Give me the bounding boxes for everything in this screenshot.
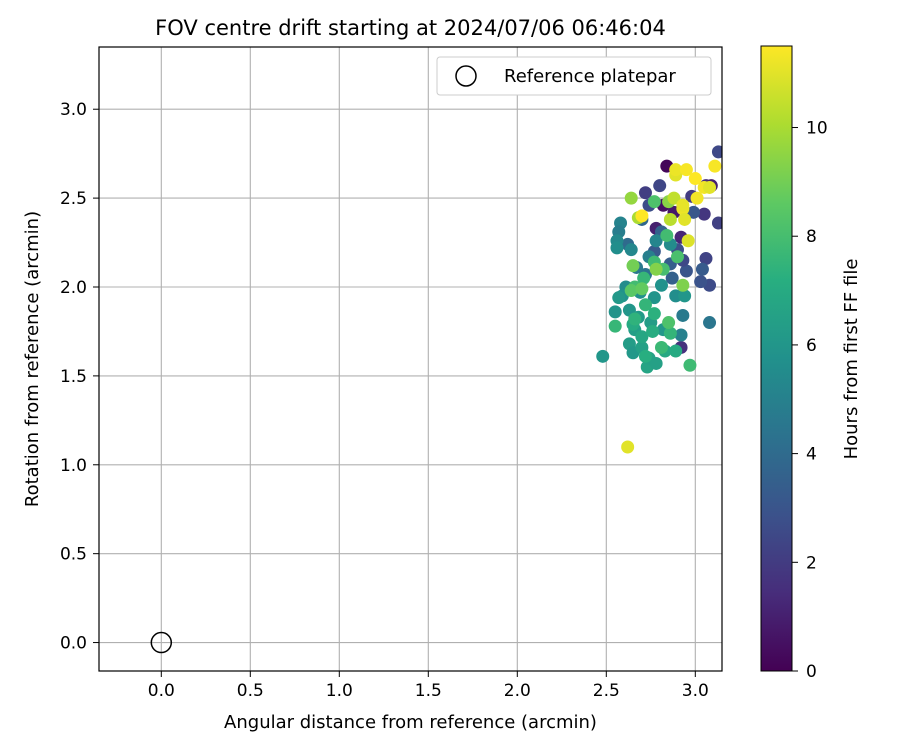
y-tick-label: 0.5 [60,545,87,565]
y-axis-ticks: 0.0 0.5 1.0 1.5 2.0 2.5 3.0 [60,100,99,654]
data-point [638,349,652,363]
data-point [649,262,663,276]
data-point [608,319,622,333]
data-point [612,291,626,305]
data-point [654,340,668,354]
data-point [635,209,649,223]
data-point [624,191,638,205]
data-point [708,159,722,173]
colorbar-tick-label: 10 [806,119,828,139]
data-point [690,191,704,205]
chart-title: FOV centre drift starting at 2024/07/06 … [155,16,666,40]
data-point [678,212,692,226]
data-point [646,324,660,338]
data-point [596,349,610,363]
x-tick-label: 1.5 [415,681,442,701]
colorbar: 0 2 4 6 8 10 Hours from first FF file [760,45,862,682]
x-tick-label: 2.0 [504,681,531,701]
data-point [653,179,667,193]
colorbar-tick-label: 0 [806,662,817,682]
x-tick-label: 3.0 [682,681,709,701]
scatter-points [596,145,722,454]
data-point [626,259,640,273]
colorbar-tick-label: 4 [806,445,817,465]
colorbar-ticks: 0 2 4 6 8 10 [792,119,828,682]
data-point [621,440,635,454]
data-point [674,328,688,342]
data-point [624,284,638,298]
data-point [679,264,693,278]
data-point [654,278,668,292]
plot-frame [98,46,723,672]
data-point [676,198,690,212]
x-tick-label: 2.5 [593,681,620,701]
x-tick-label: 0.5 [237,681,264,701]
data-point [681,234,695,248]
data-point [669,163,683,177]
data-point [703,316,717,330]
data-point [697,207,711,221]
data-point [667,191,681,205]
data-point [676,278,690,292]
data-point [635,282,649,296]
colorbar-tick-label: 8 [806,227,817,247]
colorbar-tick-label: 2 [806,553,817,573]
data-point [679,163,693,177]
x-tick-label: 0.0 [148,681,175,701]
y-tick-label: 3.0 [60,100,87,120]
legend-marker [455,65,477,87]
y-tick-label: 1.5 [60,367,87,387]
data-point [665,271,679,285]
data-point [637,271,651,285]
data-point [669,344,683,358]
data-point [608,305,622,319]
data-point [663,326,677,340]
data-point [649,356,663,370]
data-point [687,205,701,219]
y-tick-label: 1.0 [60,456,87,476]
legend-label: Reference platepar [504,66,676,87]
y-tick-label: 2.0 [60,278,87,298]
data-point [663,212,677,226]
data-point [699,252,713,266]
data-point [671,250,684,264]
data-point [695,262,709,276]
data-point [638,298,652,312]
grid-lines [99,47,722,671]
data-point [647,307,661,321]
y-tick-label: 2.5 [60,189,87,209]
data-point [688,172,702,186]
data-point [711,145,722,159]
data-point [678,289,692,303]
data-point [676,308,690,322]
reference-point [150,631,173,654]
y-tick-label: 0.0 [60,634,87,654]
data-point [683,358,697,372]
x-axis-ticks: 0.0 0.5 1.0 1.5 2.0 2.5 3.0 [148,671,709,701]
data-point [638,186,652,200]
data-point [703,180,717,194]
colorbar-tick-label: 6 [806,336,817,356]
data-point [711,216,722,230]
legend-box [436,56,712,96]
data-point [694,275,708,289]
data-point [669,289,683,303]
data-point [649,234,663,248]
colorbar-gradient [760,45,793,672]
data-point [610,241,624,255]
data-point [624,243,638,257]
legend: Reference platepar [436,56,712,96]
data-point [662,316,676,330]
reference-marker [150,631,173,654]
data-point [628,312,642,326]
data-point [647,291,661,305]
colorbar-label: Hours from first FF file [841,259,862,460]
x-tick-label: 1.0 [326,681,353,701]
data-point [647,195,661,209]
y-axis-label: Rotation from reference (arcmin) [22,211,43,507]
data-point [660,228,674,242]
data-point [635,330,649,344]
x-axis-label: Angular distance from reference (arcmin) [224,712,597,733]
